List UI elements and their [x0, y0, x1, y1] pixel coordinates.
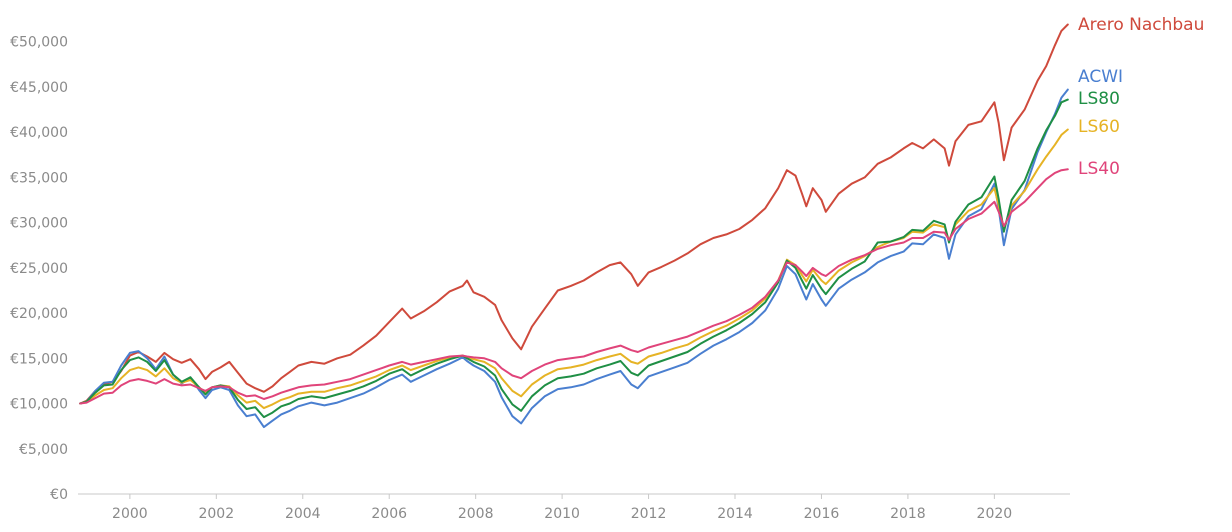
series-label-ls80: LS80: [1078, 89, 1120, 109]
y-tick-label: €5,000: [19, 442, 68, 458]
x-tick-label: 2006: [371, 506, 407, 522]
x-axis: 2000 2002 2004 2006 2008 2010 2012 2014 2016 2018…: [78, 493, 1070, 522]
x-tick-label: 2012: [631, 506, 667, 522]
y-tick-label: €45,000: [10, 80, 68, 96]
x-tick-label: 2016: [804, 506, 840, 522]
x-tick-label: 2010: [544, 506, 580, 522]
x-tick-label: 2000: [112, 506, 148, 522]
x-tick-label: 2018: [890, 506, 926, 522]
series-label-ls60: LS60: [1078, 117, 1120, 137]
series-lines: [79, 23, 1069, 429]
y-axis: €0 €5,000 €10,000 €15,000 €20,000 €25,000 €30,…: [10, 35, 68, 503]
y-tick-label: €10,000: [10, 397, 68, 413]
y-tick-label: €30,000: [10, 216, 68, 232]
y-tick-label: €0: [50, 487, 68, 503]
series-label-acwi: ACWI: [1078, 67, 1123, 87]
series-label-ls40: LS40: [1078, 159, 1120, 179]
series-line-arero-nachbau: [79, 23, 1069, 405]
series-label-arero-nachbau: Arero Nachbau: [1078, 15, 1204, 35]
series-line-ls60: [79, 128, 1069, 410]
y-tick-label: €50,000: [10, 35, 68, 51]
y-tick-label: €40,000: [10, 125, 68, 141]
y-tick-label: €15,000: [10, 351, 68, 367]
x-tick-label: 2002: [198, 506, 234, 522]
x-tick-label: 2014: [717, 506, 753, 522]
series-line-acwi: [79, 88, 1069, 429]
x-tick-label: 2004: [285, 506, 321, 522]
y-tick-label: €20,000: [10, 306, 68, 322]
series-line-ls40: [79, 168, 1069, 405]
x-tick-label: 2008: [458, 506, 494, 522]
x-tick-label: 2020: [977, 506, 1013, 522]
y-tick-label: €35,000: [10, 170, 68, 186]
y-tick-label: €25,000: [10, 261, 68, 277]
